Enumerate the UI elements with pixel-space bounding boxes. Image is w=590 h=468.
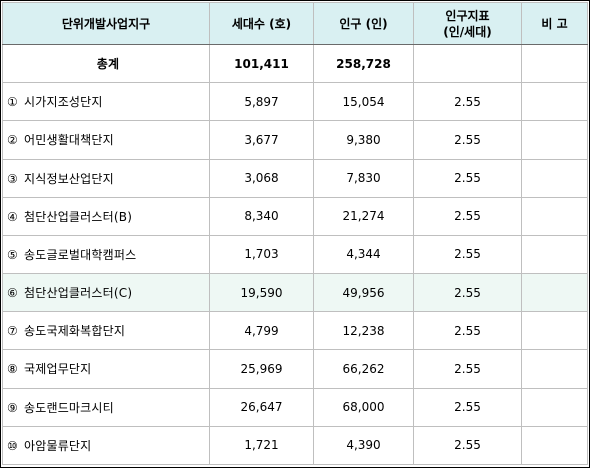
- header-households: 세대수 (호): [209, 2, 314, 45]
- population-cell: 4,344: [313, 234, 414, 275]
- table-row: ⑨ 송도랜드마크시티 26,647 68,000 2.55: [2, 387, 588, 427]
- header-population: 인구 (인): [313, 2, 414, 45]
- district-name-cell: ⑦ 송도국제화복합단지: [2, 311, 210, 351]
- district-name-cell: ⑤ 송도글로벌대학캠퍼스: [2, 234, 210, 275]
- table-row: ⑥ 첨단산업클러스터(C) 19,590 49,956 2.55: [2, 273, 588, 313]
- table-body: 총계 101,411 258,728 ① 시가지조성단지 5,897 15,054…: [2, 43, 588, 466]
- households-cell: 4,799: [209, 311, 314, 351]
- remarks-cell: [521, 387, 588, 427]
- district-name: 송도랜드마크시티: [23, 400, 114, 415]
- row-number-marker: ③: [7, 171, 18, 186]
- population-cell: 66,262: [313, 349, 414, 389]
- table-row: ⑧ 국제업무단지 25,969 66,262 2.55: [2, 349, 588, 389]
- population-index-cell: 2.55: [413, 387, 522, 427]
- population-index-cell: 2.55: [413, 120, 522, 160]
- total-index: [413, 43, 522, 84]
- population-index-cell: 2.55: [413, 234, 522, 275]
- population-cell: 68,000: [313, 387, 414, 427]
- table-row: ⑩ 아암물류단지 1,721 4,390 2.55: [2, 425, 588, 466]
- households-cell: 1,703: [209, 234, 314, 275]
- table-row: ② 어민생활대책단지 3,677 9,380 2.55: [2, 120, 588, 160]
- population-index-cell: 2.55: [413, 82, 522, 122]
- district-name: 송도글로벌대학캠퍼스: [23, 247, 137, 262]
- district-name: 첨단산업클러스터(C): [23, 286, 133, 301]
- table-row: ③ 지식정보산업단지 3,068 7,830 2.55: [2, 158, 588, 198]
- households-cell: 25,969: [209, 349, 314, 389]
- row-number-marker: ⑩: [7, 438, 18, 453]
- population-index-cell: 2.55: [413, 273, 522, 313]
- header-index-line2: (인/세대): [443, 24, 492, 39]
- table-header: 단위개발사업지구 세대수 (호) 인구 (인) 인구지표 (인/세대) 비 고: [2, 2, 588, 45]
- population-cell: 7,830: [313, 158, 414, 198]
- district-name: 송도국제화복합단지: [23, 324, 126, 339]
- total-households: 101,411: [209, 43, 314, 84]
- households-cell: 8,340: [209, 196, 314, 236]
- table-row: ④ 첨단산업클러스터(B) 8,340 21,274 2.55: [2, 196, 588, 236]
- district-name-cell: ④ 첨단산업클러스터(B): [2, 196, 210, 236]
- households-cell: 3,677: [209, 120, 314, 160]
- remarks-cell: [521, 234, 588, 275]
- population-cell: 9,380: [313, 120, 414, 160]
- population-cell: 21,274: [313, 196, 414, 236]
- population-index-cell: 2.55: [413, 311, 522, 351]
- header-district: 단위개발사업지구: [2, 2, 210, 45]
- district-name-cell: ⑥ 첨단산업클러스터(C): [2, 273, 210, 313]
- remarks-cell: [521, 273, 588, 313]
- row-number-marker: ⑥: [7, 286, 18, 301]
- population-index-cell: 2.55: [413, 349, 522, 389]
- remarks-cell: [521, 349, 588, 389]
- remarks-cell: [521, 425, 588, 466]
- population-cell: 12,238: [313, 311, 414, 351]
- remarks-cell: [521, 158, 588, 198]
- district-name: 국제업무단지: [23, 362, 92, 377]
- district-name: 어민생활대책단지: [23, 133, 114, 148]
- row-number-marker: ⑦: [7, 324, 18, 339]
- district-name-cell: ⑧ 국제업무단지: [2, 349, 210, 389]
- total-label: 총계: [2, 43, 210, 84]
- district-name: 시가지조성단지: [23, 95, 103, 110]
- district-name: 지식정보산업단지: [23, 171, 114, 186]
- population-cell: 15,054: [313, 82, 414, 122]
- households-cell: 3,068: [209, 158, 314, 198]
- remarks-cell: [521, 311, 588, 351]
- district-name-cell: ③ 지식정보산업단지: [2, 158, 210, 198]
- row-number-marker: ⑨: [7, 400, 18, 415]
- row-number-marker: ①: [7, 95, 18, 110]
- row-number-marker: ②: [7, 133, 18, 148]
- population-index-cell: 2.55: [413, 196, 522, 236]
- households-cell: 19,590: [209, 273, 314, 313]
- households-cell: 5,897: [209, 82, 314, 122]
- district-name: 아암물류단지: [23, 438, 92, 453]
- header-index-line1: 인구지표: [445, 8, 490, 23]
- population-index-cell: 2.55: [413, 425, 522, 466]
- district-name-cell: ① 시가지조성단지: [2, 82, 210, 122]
- remarks-cell: [521, 82, 588, 122]
- table-row: ⑤ 송도글로벌대학캠퍼스 1,703 4,344 2.55: [2, 234, 588, 275]
- header-remarks: 비 고: [521, 2, 588, 45]
- row-number-marker: ④: [7, 209, 18, 224]
- population-cell: 49,956: [313, 273, 414, 313]
- district-name-cell: ② 어민생활대책단지: [2, 120, 210, 160]
- remarks-cell: [521, 196, 588, 236]
- households-cell: 1,721: [209, 425, 314, 466]
- district-name-cell: ⑨ 송도랜드마크시티: [2, 387, 210, 427]
- population-cell: 4,390: [313, 425, 414, 466]
- district-name: 첨단산업클러스터(B): [23, 209, 133, 224]
- row-number-marker: ⑤: [7, 247, 18, 262]
- population-index-cell: 2.55: [413, 158, 522, 198]
- households-cell: 26,647: [209, 387, 314, 427]
- table-row: ① 시가지조성단지 5,897 15,054 2.55: [2, 82, 588, 122]
- remarks-cell: [521, 120, 588, 160]
- district-name-cell: ⑩ 아암물류단지: [2, 425, 210, 466]
- total-remarks: [521, 43, 588, 84]
- table-row: ⑦ 송도국제화복합단지 4,799 12,238 2.55: [2, 311, 588, 351]
- total-population: 258,728: [313, 43, 414, 84]
- row-number-marker: ⑧: [7, 362, 18, 377]
- total-row: 총계 101,411 258,728: [2, 43, 588, 84]
- header-row: 단위개발사업지구 세대수 (호) 인구 (인) 인구지표 (인/세대) 비 고: [2, 2, 588, 45]
- header-population-index: 인구지표 (인/세대): [413, 2, 522, 45]
